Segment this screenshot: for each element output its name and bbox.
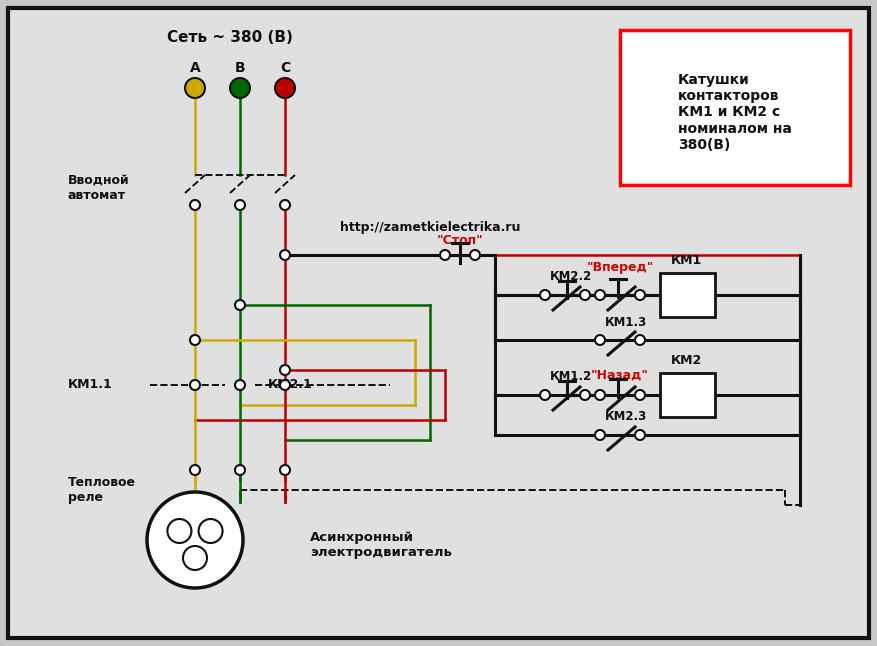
Text: КМ1.1: КМ1.1 bbox=[68, 379, 113, 391]
Circle shape bbox=[235, 465, 245, 475]
Circle shape bbox=[595, 335, 605, 345]
Circle shape bbox=[580, 390, 590, 400]
Text: КМ1.2: КМ1.2 bbox=[550, 371, 592, 384]
Text: Катушки
контакторов
КМ1 и КМ2 с
номиналом на
380(В): Катушки контакторов КМ1 и КМ2 с номинало… bbox=[678, 73, 792, 152]
Circle shape bbox=[470, 250, 480, 260]
Circle shape bbox=[440, 250, 450, 260]
Circle shape bbox=[635, 390, 645, 400]
Circle shape bbox=[595, 290, 605, 300]
Circle shape bbox=[190, 465, 200, 475]
Circle shape bbox=[635, 290, 645, 300]
Circle shape bbox=[190, 200, 200, 210]
Circle shape bbox=[635, 335, 645, 345]
Text: "Стоп": "Стоп" bbox=[437, 233, 483, 247]
Text: КМ2.1: КМ2.1 bbox=[268, 379, 313, 391]
Text: КМ1: КМ1 bbox=[672, 253, 702, 267]
Circle shape bbox=[183, 546, 207, 570]
Circle shape bbox=[540, 290, 550, 300]
Circle shape bbox=[595, 430, 605, 440]
Bar bbox=[620, 30, 850, 185]
Text: КМ1.3: КМ1.3 bbox=[605, 315, 647, 329]
Circle shape bbox=[580, 290, 590, 300]
Text: А: А bbox=[189, 61, 200, 75]
Text: "Назад": "Назад" bbox=[591, 368, 649, 382]
Circle shape bbox=[540, 390, 550, 400]
Circle shape bbox=[198, 519, 223, 543]
Text: Тепловое
реле: Тепловое реле bbox=[68, 476, 136, 504]
Bar bbox=[660, 273, 715, 317]
Circle shape bbox=[168, 519, 191, 543]
Text: КМ2.3: КМ2.3 bbox=[605, 410, 647, 424]
Circle shape bbox=[280, 380, 290, 390]
Circle shape bbox=[635, 430, 645, 440]
Circle shape bbox=[280, 465, 290, 475]
Text: С: С bbox=[280, 61, 290, 75]
Circle shape bbox=[230, 78, 250, 98]
Circle shape bbox=[185, 78, 205, 98]
Text: "Вперед": "Вперед" bbox=[587, 262, 653, 275]
Circle shape bbox=[275, 78, 295, 98]
Circle shape bbox=[595, 390, 605, 400]
Text: В: В bbox=[235, 61, 246, 75]
Circle shape bbox=[147, 492, 243, 588]
Text: http://zametkielectrika.ru: http://zametkielectrika.ru bbox=[339, 222, 520, 234]
Circle shape bbox=[280, 250, 290, 260]
Circle shape bbox=[280, 200, 290, 210]
Circle shape bbox=[235, 300, 245, 310]
Circle shape bbox=[280, 365, 290, 375]
Text: Асинхронный
электродвигатель: Асинхронный электродвигатель bbox=[310, 531, 452, 559]
Text: КМ2: КМ2 bbox=[672, 353, 702, 366]
Text: Вводной
автомат: Вводной автомат bbox=[68, 174, 130, 202]
Text: Сеть ~ 380 (В): Сеть ~ 380 (В) bbox=[167, 30, 293, 45]
Circle shape bbox=[190, 380, 200, 390]
Circle shape bbox=[235, 380, 245, 390]
Circle shape bbox=[235, 200, 245, 210]
Circle shape bbox=[190, 335, 200, 345]
Text: КМ2.2: КМ2.2 bbox=[550, 271, 592, 284]
Bar bbox=[660, 373, 715, 417]
